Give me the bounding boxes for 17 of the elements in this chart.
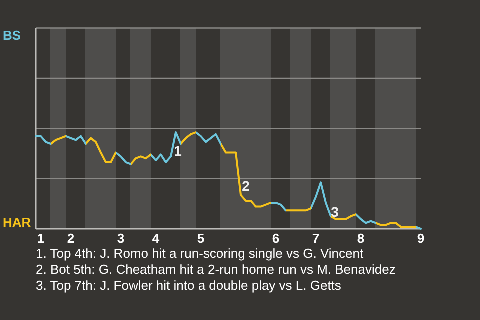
x-tick-label: 7 <box>312 231 320 246</box>
text: HAR <box>3 215 32 230</box>
x-tick-label: 1 <box>37 231 45 246</box>
text: BS <box>3 28 22 43</box>
text: 2. Bot 5th: G. Cheatham hit a 2-run home run vs M. Benavidez <box>36 262 396 277</box>
x-tick-label: 9 <box>417 231 425 246</box>
annotation: 2 <box>242 178 250 194</box>
x-tick-label: 6 <box>272 231 280 246</box>
annotation: 3 <box>331 204 340 220</box>
x-tick-label: 3 <box>117 231 125 246</box>
annotation: 1 <box>174 143 182 159</box>
x-tick-label: 8 <box>357 231 365 246</box>
x-tick-label: 4 <box>152 231 160 246</box>
x-tick-label: 2 <box>67 231 75 246</box>
text: 1. Top 4th: J. Romo hit a run-scoring single vs G. Vincent <box>36 246 364 261</box>
text: 3. Top 7th: J. Fowler hit into a double play vs L. Getts <box>36 278 342 293</box>
x-tick-label: 5 <box>197 231 205 246</box>
